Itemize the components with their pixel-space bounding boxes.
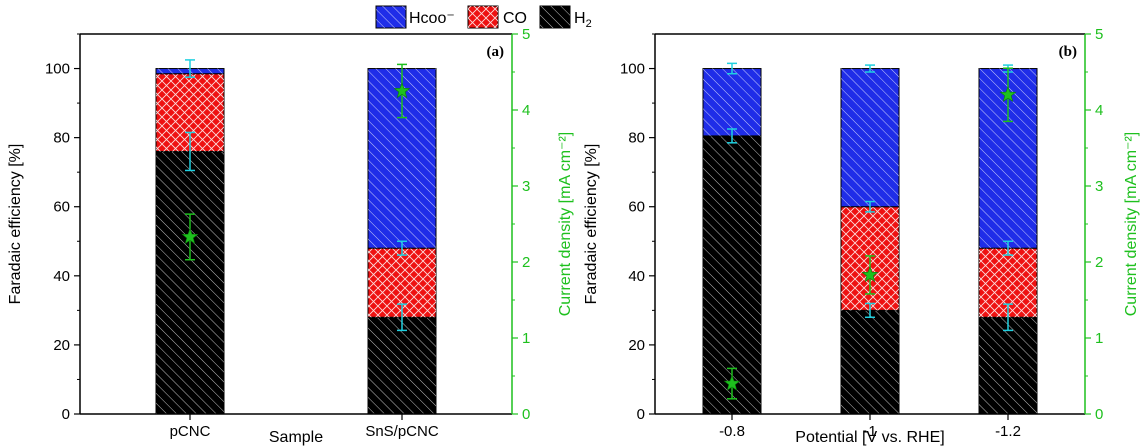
y2-tick-label-5: 5 (1095, 26, 1103, 43)
legend-item-co: CO (467, 5, 527, 29)
legend-item-hcoo: Hcoo⁻ (375, 5, 455, 29)
y2-tick-label-5: 5 (522, 26, 530, 43)
y-tick-label-60: 60 (53, 199, 70, 216)
x-axis-title: Potential [V vs. RHE] (795, 429, 944, 446)
bar-h2-1-hatch (368, 317, 436, 414)
y2-tick-label-0: 0 (1095, 406, 1103, 423)
y2-tick-label-2: 2 (1095, 254, 1103, 271)
y-tick-label-40: 40 (53, 268, 70, 285)
bar-h2-0-hatch (156, 151, 224, 415)
y-axis-title: Faradaic efficiency [%] (583, 144, 600, 305)
y2-tick-label-4: 4 (1095, 102, 1103, 119)
y-axis-title: Faradaic efficiency [%] (7, 144, 24, 305)
bar-h2-1-hatch (841, 310, 899, 414)
y-tick-label-0: 0 (62, 406, 70, 423)
legend-swatch-hcoo-hatch (376, 6, 406, 28)
bar-h2-2-hatch (979, 317, 1037, 414)
panel-a: 0 20 40 60 80 100 0 1 2 3 4 5 pCNC SnS/pCNC Sample Fara… (7, 26, 574, 446)
legend-label-h2-sub: 2 (586, 18, 592, 30)
y2-tick-label-1: 1 (522, 330, 530, 347)
y2-axis-title: Current density [mA cm⁻²] (557, 132, 574, 317)
current-density-marker-1 (861, 266, 879, 283)
panel-tag: (b) (1059, 44, 1077, 60)
y2-tick-label-4: 4 (522, 102, 530, 119)
bar-hcoo-0-hatch (703, 68, 761, 136)
current-density-marker-0 (181, 228, 199, 245)
x-tick-label-0: -0.8 (719, 423, 745, 440)
current-density-marker-0 (723, 374, 741, 391)
x-tick-label-1: SnS/pCNC (365, 423, 439, 440)
x-tick-label-0: pCNC (170, 423, 211, 440)
y-tick-label-40: 40 (628, 268, 645, 285)
panel-b: 0 20 40 60 80 100 0 1 2 3 4 5 -0.8 -1 -1.2 Potential [V… (583, 26, 1140, 446)
y2-tick-label-3: 3 (1095, 178, 1103, 195)
y-tick-label-80: 80 (628, 130, 645, 147)
legend-swatch-co-hatch (468, 6, 498, 28)
legend-item-h2: H2 (539, 5, 592, 30)
y2-tick-label-0: 0 (522, 406, 530, 423)
y2-axis-title: Current density [mA cm⁻²] (1123, 132, 1140, 317)
x-tick-label-1: -1 (863, 423, 876, 440)
y-tick-label-20: 20 (628, 337, 645, 354)
legend-label-co: CO (503, 10, 527, 27)
bar-hcoo-1-hatch (841, 68, 899, 207)
x-axis-title: Sample (269, 429, 323, 446)
legend-label-h2: H2 (574, 10, 592, 30)
y-tick-label-0: 0 (637, 406, 645, 423)
y-tick-label-100: 100 (620, 61, 645, 78)
y-tick-label-60: 60 (628, 199, 645, 216)
legend-label-h2-main: H (574, 10, 586, 27)
x-tick-label-2: -1.2 (995, 423, 1021, 440)
y2-tick-label-2: 2 (522, 254, 530, 271)
y2-tick-label-3: 3 (522, 178, 530, 195)
y-tick-label-100: 100 (45, 61, 70, 78)
legend-swatch-h2-hatch (540, 6, 570, 28)
legend-label-hcoo: Hcoo⁻ (409, 10, 455, 27)
legend: Hcoo⁻ CO H2 (375, 5, 592, 30)
current-density-marker-1 (393, 82, 411, 99)
y-tick-label-20: 20 (53, 337, 70, 354)
panel-tag: (a) (487, 44, 505, 60)
y2-tick-label-1: 1 (1095, 330, 1103, 347)
y-tick-label-80: 80 (53, 130, 70, 147)
current-density-marker-2 (999, 85, 1017, 102)
